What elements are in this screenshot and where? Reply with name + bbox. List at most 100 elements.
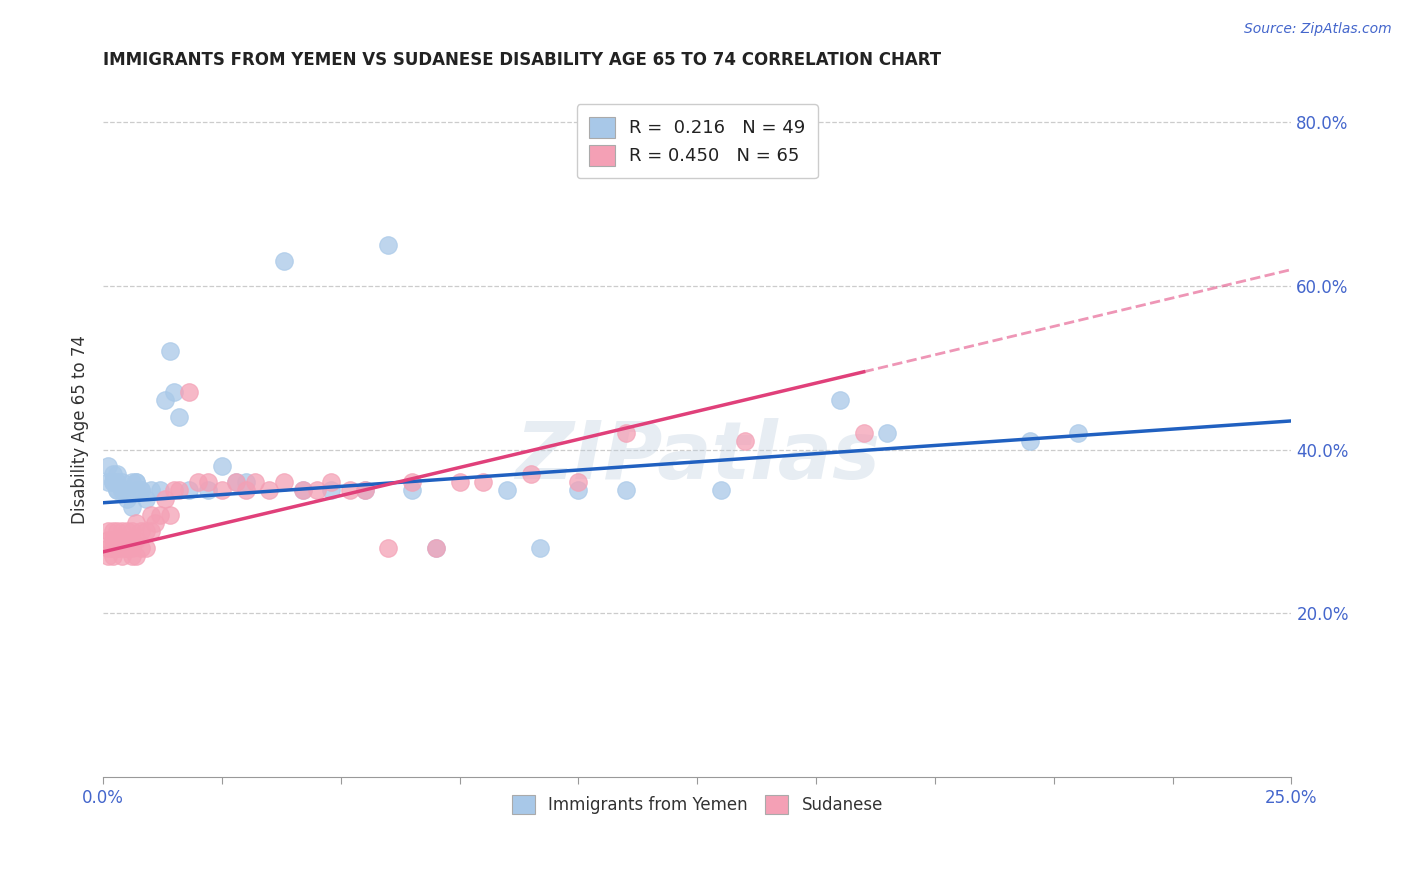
- Point: [177, 483, 200, 498]
- Point: [111, 541, 134, 555]
- Point: [97, 475, 120, 490]
- Point: [121, 500, 143, 514]
- Point: [101, 533, 124, 547]
- Point: [115, 483, 138, 498]
- Point: [121, 533, 143, 547]
- Point: [105, 533, 128, 547]
- Point: [97, 524, 120, 539]
- Point: [305, 483, 328, 498]
- Point: [125, 549, 148, 563]
- Point: [245, 475, 267, 490]
- Point: [121, 524, 143, 539]
- Point: [401, 475, 423, 490]
- Point: [449, 475, 471, 490]
- Legend: Immigrants from Yemen, Sudanese: Immigrants from Yemen, Sudanese: [502, 785, 893, 824]
- Point: [105, 541, 128, 555]
- Point: [159, 344, 181, 359]
- Point: [125, 483, 148, 498]
- Point: [135, 524, 157, 539]
- Point: [101, 549, 124, 563]
- Point: [529, 541, 551, 555]
- Point: [111, 524, 134, 539]
- Point: [163, 483, 186, 498]
- Point: [121, 541, 143, 555]
- Point: [614, 483, 637, 498]
- Point: [111, 483, 134, 498]
- Point: [105, 533, 128, 547]
- Point: [129, 483, 152, 498]
- Point: [101, 541, 124, 555]
- Point: [496, 483, 519, 498]
- Point: [139, 508, 162, 522]
- Point: [115, 541, 138, 555]
- Point: [125, 516, 148, 531]
- Point: [567, 483, 589, 498]
- Point: [97, 541, 120, 555]
- Point: [111, 483, 134, 498]
- Point: [111, 475, 134, 490]
- Point: [876, 426, 898, 441]
- Point: [105, 475, 128, 490]
- Text: IMMIGRANTS FROM YEMEN VS SUDANESE DISABILITY AGE 65 TO 74 CORRELATION CHART: IMMIGRANTS FROM YEMEN VS SUDANESE DISABI…: [103, 51, 941, 69]
- Point: [321, 483, 343, 498]
- Point: [211, 458, 233, 473]
- Point: [235, 483, 257, 498]
- Point: [101, 467, 124, 482]
- Point: [149, 483, 172, 498]
- Point: [159, 508, 181, 522]
- Point: [273, 475, 295, 490]
- Point: [197, 483, 219, 498]
- Point: [97, 458, 120, 473]
- Point: [129, 524, 152, 539]
- Point: [135, 541, 157, 555]
- Point: [377, 238, 399, 252]
- Text: ZIPatlas: ZIPatlas: [515, 418, 880, 496]
- Point: [259, 483, 281, 498]
- Point: [828, 393, 851, 408]
- Point: [163, 385, 186, 400]
- Point: [121, 475, 143, 490]
- Point: [710, 483, 733, 498]
- Point: [235, 475, 257, 490]
- Point: [115, 491, 138, 506]
- Point: [129, 541, 152, 555]
- Point: [153, 491, 176, 506]
- Point: [101, 475, 124, 490]
- Point: [125, 533, 148, 547]
- Point: [129, 483, 152, 498]
- Point: [125, 475, 148, 490]
- Point: [225, 475, 247, 490]
- Point: [97, 549, 120, 563]
- Point: [101, 541, 124, 555]
- Point: [614, 426, 637, 441]
- Point: [225, 475, 247, 490]
- Point: [97, 533, 120, 547]
- Point: [425, 541, 447, 555]
- Point: [105, 483, 128, 498]
- Point: [273, 254, 295, 268]
- Point: [567, 475, 589, 490]
- Text: Source: ZipAtlas.com: Source: ZipAtlas.com: [1244, 22, 1392, 37]
- Point: [153, 393, 176, 408]
- Point: [167, 483, 190, 498]
- Point: [1066, 426, 1088, 441]
- Point: [115, 533, 138, 547]
- Point: [401, 483, 423, 498]
- Point: [377, 541, 399, 555]
- Point: [353, 483, 375, 498]
- Point: [291, 483, 314, 498]
- Point: [125, 475, 148, 490]
- Point: [852, 426, 875, 441]
- Point: [197, 475, 219, 490]
- Point: [187, 475, 209, 490]
- Point: [111, 533, 134, 547]
- Point: [105, 467, 128, 482]
- Point: [425, 541, 447, 555]
- Point: [115, 524, 138, 539]
- Point: [211, 483, 233, 498]
- Point: [111, 549, 134, 563]
- Point: [105, 541, 128, 555]
- Point: [121, 549, 143, 563]
- Point: [101, 475, 124, 490]
- Point: [139, 524, 162, 539]
